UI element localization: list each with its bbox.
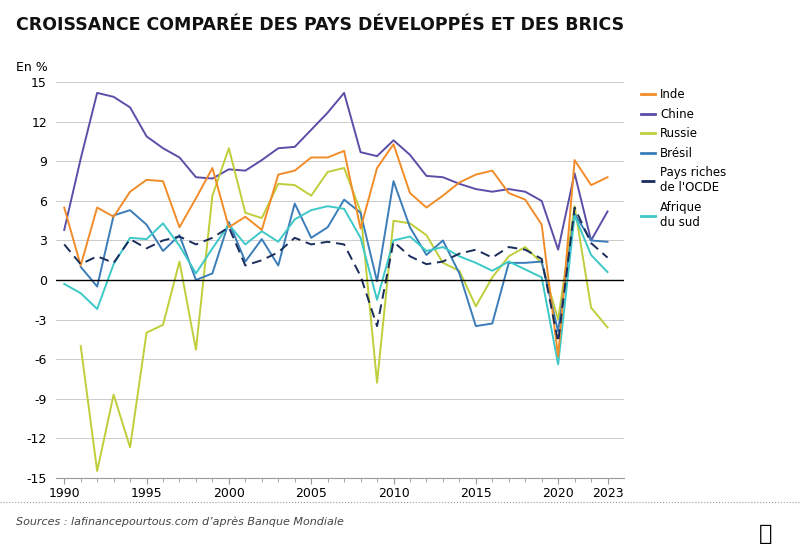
Text: CROISSANCE COMPARÉE DES PAYS DÉVELOPPÉS ET DES BRICS: CROISSANCE COMPARÉE DES PAYS DÉVELOPPÉS …	[16, 16, 624, 35]
Text: En %: En %	[16, 61, 48, 75]
Legend: Inde, Chine, Russie, Brésil, Pays riches
de l'OCDE, Afrique
du sud: Inde, Chine, Russie, Brésil, Pays riches…	[642, 88, 726, 229]
Text: 🌳: 🌳	[758, 524, 772, 544]
Text: Sources : lafinancepourtous.com d’après Banque Mondiale: Sources : lafinancepourtous.com d’après …	[16, 517, 344, 527]
